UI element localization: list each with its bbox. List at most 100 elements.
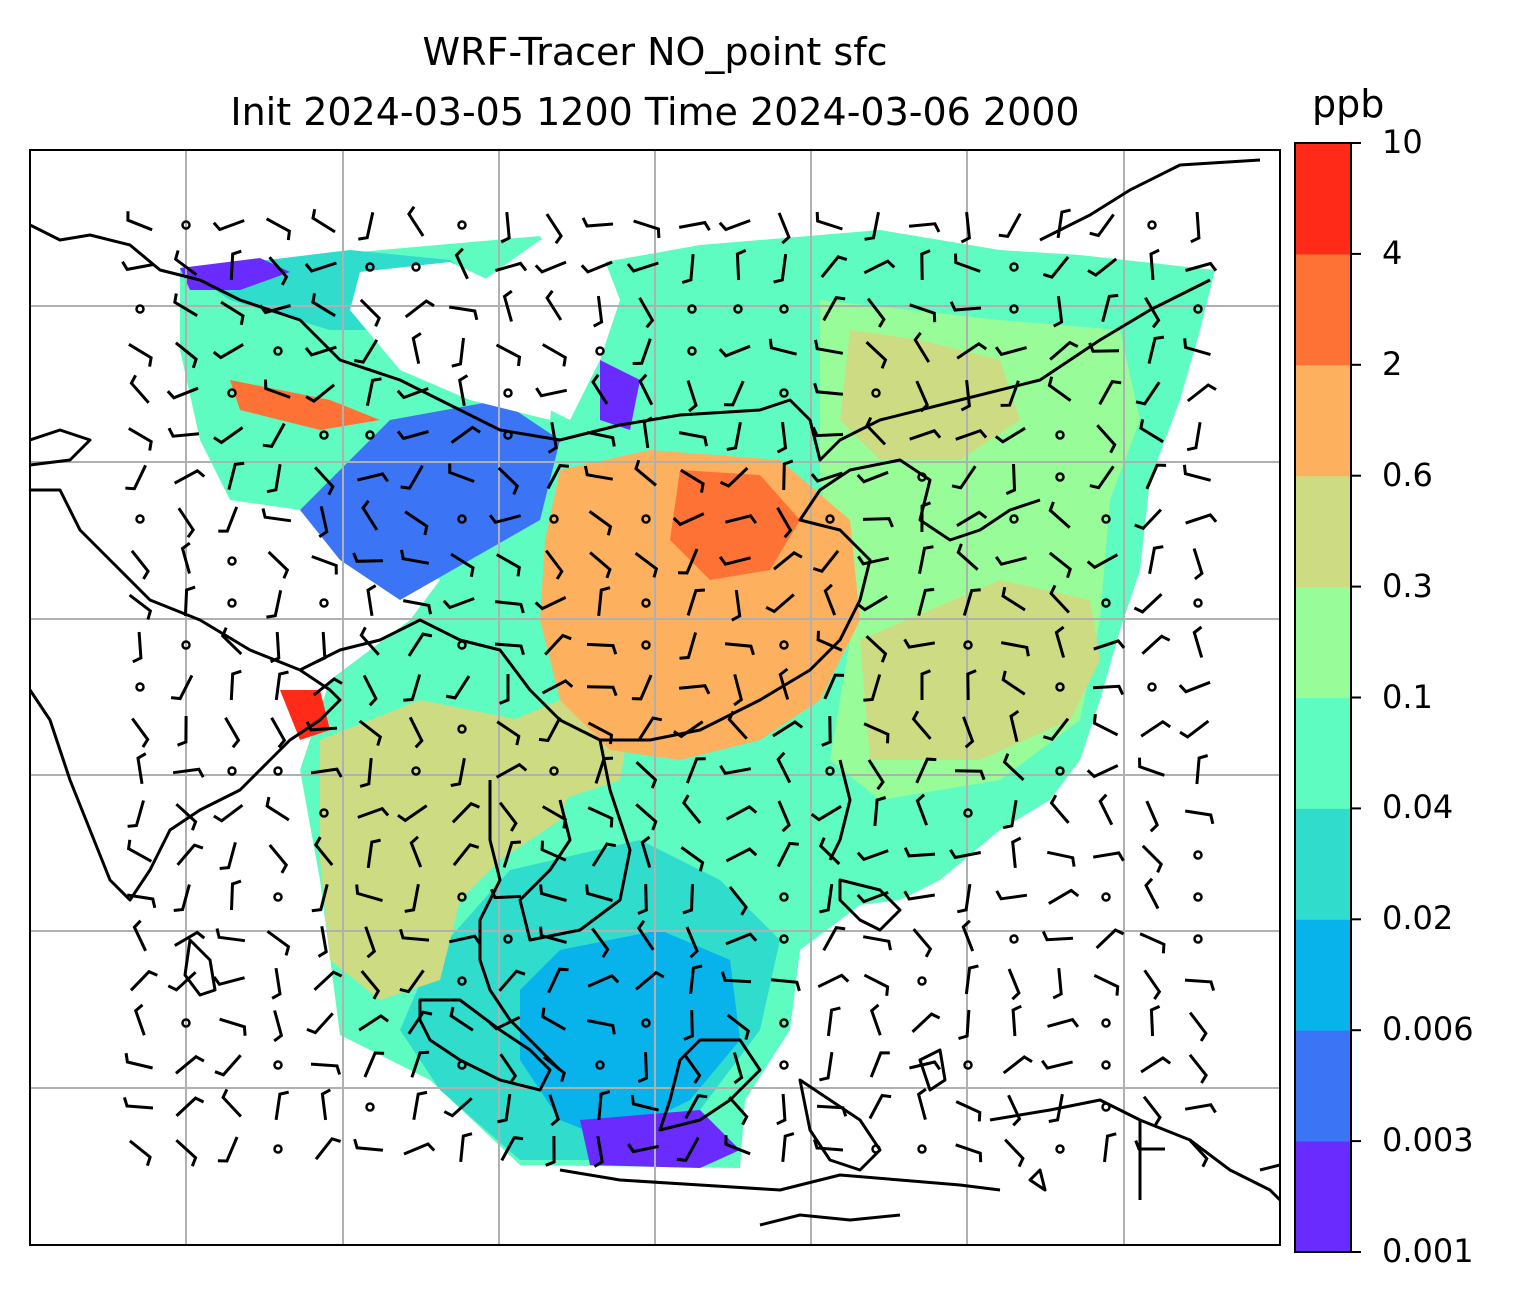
wind-barb xyxy=(445,675,471,700)
wind-barb xyxy=(680,846,705,872)
wind-barb xyxy=(1092,851,1125,862)
wind-barb xyxy=(580,260,613,274)
wind-barb xyxy=(816,1104,848,1117)
wind-barb xyxy=(1149,248,1160,281)
wind-barb xyxy=(1049,584,1070,614)
wind-barb xyxy=(718,344,751,358)
wind-barb xyxy=(869,1003,882,1036)
wind-barb xyxy=(448,305,479,321)
wind-barb xyxy=(547,421,558,454)
wind-barb xyxy=(920,669,931,700)
wind-barb xyxy=(819,1051,834,1082)
wind-barb xyxy=(1184,809,1215,825)
wind-barb xyxy=(956,543,979,571)
wind-barb xyxy=(1002,799,1018,830)
wind-barb xyxy=(177,507,196,539)
calm-wind-marker xyxy=(871,1144,881,1154)
wind-barb xyxy=(451,801,480,824)
wind-barb xyxy=(723,380,745,407)
wind-barb xyxy=(597,586,611,617)
wind-barb xyxy=(911,1012,941,1033)
wind-barb xyxy=(814,339,844,355)
wind-barb xyxy=(776,506,793,539)
wind-barb xyxy=(1093,639,1126,651)
wind-barb xyxy=(636,919,655,951)
calm-wind-marker xyxy=(1009,304,1019,314)
colorbar-bin xyxy=(1295,364,1351,477)
wind-barb xyxy=(175,1139,198,1167)
colorbar xyxy=(1294,142,1361,1253)
wind-barb xyxy=(994,426,1026,444)
calm-wind-marker xyxy=(595,346,605,356)
wind-barb xyxy=(397,804,428,823)
wind-barb xyxy=(359,298,381,328)
wind-barb xyxy=(1184,978,1216,992)
calm-wind-marker xyxy=(779,1018,789,1028)
wind-barb xyxy=(865,341,888,369)
wind-barb xyxy=(404,883,420,913)
wind-barb xyxy=(352,552,384,563)
wind-barb xyxy=(261,508,292,523)
wind-barb xyxy=(685,926,699,959)
wind-barb xyxy=(539,926,567,944)
wind-barb xyxy=(720,971,752,984)
wind-barb xyxy=(678,220,711,231)
wind-barb xyxy=(220,627,243,656)
wind-barb xyxy=(1182,464,1211,482)
wind-barb xyxy=(728,1096,749,1126)
wind-barb xyxy=(172,767,205,778)
wind-barb xyxy=(1192,625,1204,658)
calm-wind-marker xyxy=(641,640,651,650)
wind-barb xyxy=(781,1132,795,1163)
wind-barb xyxy=(673,720,704,739)
wind-barb xyxy=(1000,641,1030,657)
wind-barb xyxy=(534,596,567,611)
wind-barb xyxy=(499,1053,518,1085)
wind-barb xyxy=(212,343,244,360)
wind-barb xyxy=(678,431,708,447)
wind-barb xyxy=(1095,928,1125,950)
wind-barb xyxy=(311,555,338,575)
wind-barb xyxy=(126,839,153,863)
wind-barb xyxy=(1188,1138,1209,1168)
wind-barb xyxy=(219,1017,247,1036)
wind-barb xyxy=(586,642,618,655)
calm-wind-marker xyxy=(227,766,237,776)
wind-barb xyxy=(1179,719,1210,739)
wind-barb xyxy=(920,249,931,281)
wind-barb xyxy=(366,838,381,869)
colorbar-tick-label: 2 xyxy=(1382,344,1403,383)
wind-barb xyxy=(862,935,892,951)
calm-wind-marker xyxy=(1193,934,1203,944)
wind-barb xyxy=(274,1090,290,1121)
wind-barb xyxy=(448,934,481,945)
wind-barb xyxy=(497,1093,512,1124)
wind-barb xyxy=(903,890,936,901)
wind-barb xyxy=(443,1097,473,1118)
wind-barb xyxy=(826,1006,841,1037)
wind-barb xyxy=(131,717,150,748)
calm-wind-marker xyxy=(457,892,467,902)
wind-barb xyxy=(1144,297,1161,329)
calm-wind-marker xyxy=(1101,598,1111,608)
map-panel xyxy=(30,150,1280,1245)
wind-barb xyxy=(407,632,433,657)
wind-barb xyxy=(1048,501,1071,529)
wind-barb xyxy=(180,541,191,574)
wind-barb xyxy=(1138,757,1165,777)
wind-barb xyxy=(627,1143,660,1154)
wind-barb xyxy=(130,549,150,580)
calm-wind-marker xyxy=(779,934,789,944)
wind-barb xyxy=(545,289,563,321)
calm-wind-marker xyxy=(181,640,191,650)
wind-barb xyxy=(995,890,1028,901)
wind-barb xyxy=(176,715,188,747)
wind-barb xyxy=(269,631,281,664)
wind-barb xyxy=(916,1087,927,1120)
wind-barb xyxy=(361,499,379,531)
wind-barb xyxy=(581,217,614,228)
wind-barb xyxy=(909,303,937,323)
wind-barb xyxy=(1004,1138,1025,1168)
wind-barb xyxy=(125,464,147,491)
wind-barb xyxy=(868,1093,892,1120)
